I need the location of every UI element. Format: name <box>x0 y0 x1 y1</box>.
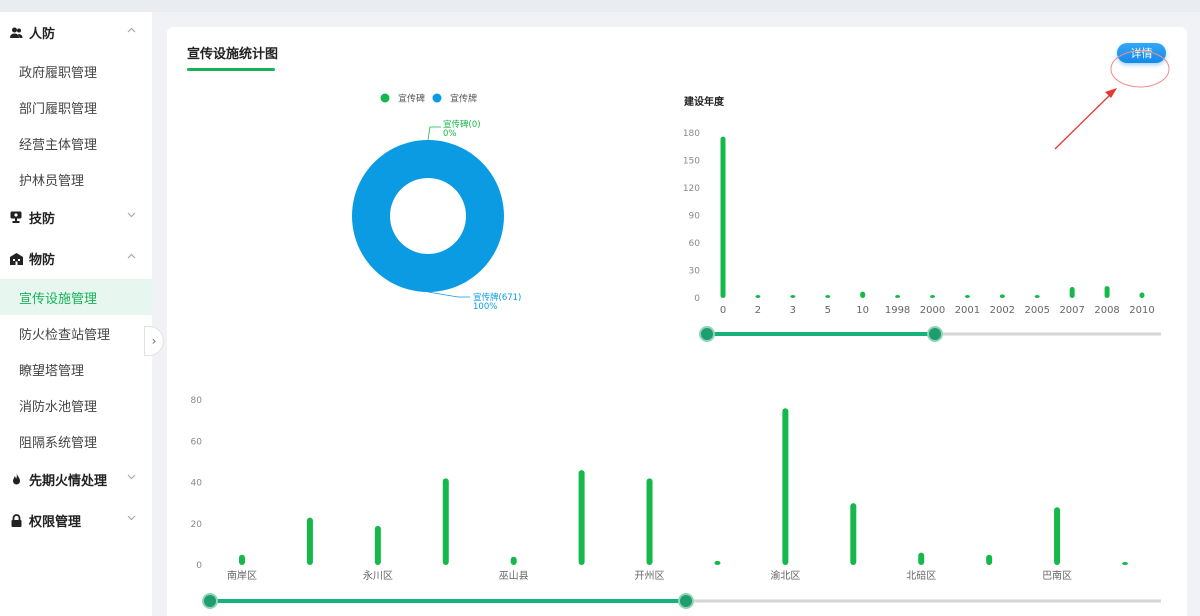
sidebar-collapse-toggle[interactable]: › <box>144 326 164 356</box>
chevron-down-icon <box>127 514 136 524</box>
camera-icon <box>9 211 23 225</box>
sidebar-item[interactable]: 瞭望塔管理 <box>19 363 85 379</box>
sidebar-group-0[interactable]: 人防 <box>0 12 152 53</box>
title-underline <box>187 68 275 71</box>
sidebar-group-label: 物防 <box>29 253 56 268</box>
chevron-right-icon: › <box>151 334 157 348</box>
sidebar-group-label: 人防 <box>29 27 56 42</box>
sidebar-item[interactable]: 护林员管理 <box>19 173 85 189</box>
sidebar-item[interactable]: 阻隔系统管理 <box>19 435 98 451</box>
sidebar: 人防政府履职管理 部门履职管理 经营主体管理 护林员管理技防物防宣传设施管理防火检查站… <box>0 12 152 616</box>
sidebar-group-3[interactable]: 先期火情处理 <box>0 459 152 500</box>
sidebar-item[interactable]: 政府履职管理 <box>19 65 98 81</box>
detail-button[interactable]: 详情 <box>1117 43 1166 63</box>
sidebar-item[interactable]: 消防水池管理 <box>19 399 98 415</box>
chevron-up-icon <box>127 252 136 262</box>
chevron-up-icon <box>127 26 136 36</box>
sidebar-group-label: 技防 <box>29 212 56 227</box>
sidebar-item[interactable]: 防火检查站管理 <box>19 327 111 343</box>
sidebar-group-4[interactable]: 权限管理 <box>0 500 152 541</box>
sidebar-item[interactable]: 经营主体管理 <box>19 137 98 153</box>
card-title: 宣传设施统计图 <box>187 47 279 62</box>
sidebar-item[interactable]: 宣传设施管理 <box>0 279 152 315</box>
chevron-down-icon <box>127 473 136 483</box>
sidebar-group-label: 权限管理 <box>29 515 82 530</box>
sidebar-group-2[interactable]: 物防 <box>0 238 152 279</box>
sidebar-item[interactable]: 部门履职管理 <box>19 101 98 117</box>
stats-card: 宣传设施统计图 详情 <box>167 27 1187 616</box>
sidebar-group-label: 先期火情处理 <box>29 474 108 489</box>
users-icon <box>9 26 23 40</box>
top-bar <box>0 0 1200 12</box>
lock-icon <box>9 514 23 528</box>
chevron-down-icon <box>127 211 136 221</box>
fire-icon <box>9 473 23 487</box>
building-icon <box>9 252 23 266</box>
sidebar-group-1[interactable]: 技防 <box>0 197 152 238</box>
